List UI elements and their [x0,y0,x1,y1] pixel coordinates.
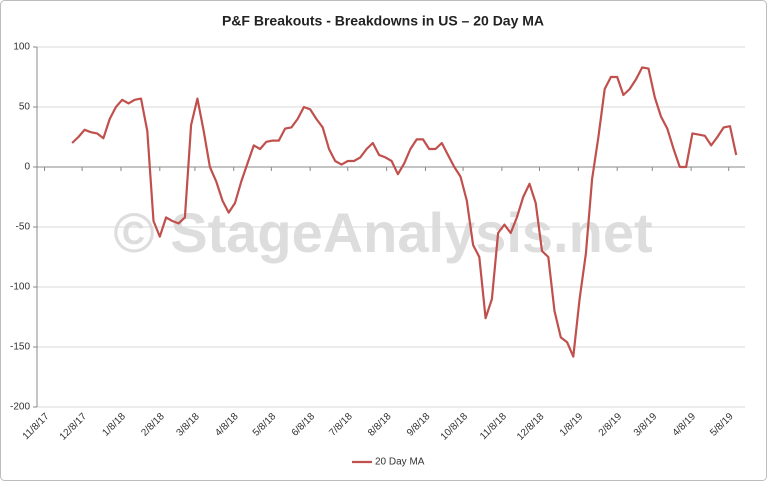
y-tick-label: 0 [24,162,30,173]
data-line [71,66,738,358]
y-tick-label: -100 [10,282,30,293]
y-tick-label: -50 [16,222,31,233]
y-tick-label: -150 [10,342,30,353]
watermark: © StageAnalysis.net [113,201,652,264]
legend-label: 20 Day MA [375,457,425,468]
chart-title: P&F Breakouts - Breakdowns in US – 20 Da… [222,13,544,29]
y-tick-label: 50 [19,102,31,113]
y-tick-label: 100 [13,42,30,53]
y-tick-label: -200 [10,402,30,413]
